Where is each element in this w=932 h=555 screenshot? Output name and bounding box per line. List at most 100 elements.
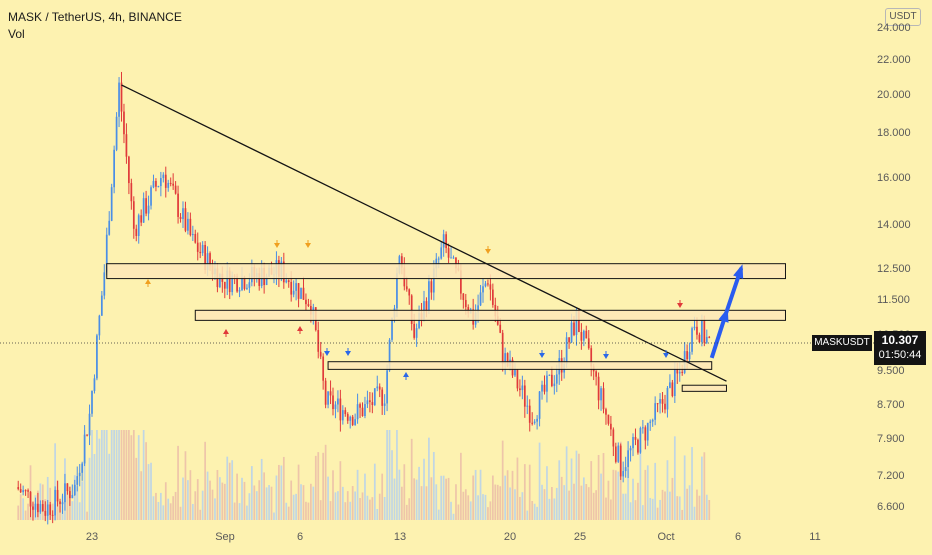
volume-bar <box>612 469 615 520</box>
candle-body <box>607 414 610 424</box>
candle-body <box>391 317 393 340</box>
candle-body <box>528 405 531 423</box>
candle-body <box>346 414 349 421</box>
candle-body <box>373 388 376 405</box>
volume-bar <box>236 473 238 520</box>
volume-bar <box>209 480 211 520</box>
volume-bar <box>381 473 384 520</box>
volume-bar <box>201 490 204 520</box>
candle-body <box>676 369 679 374</box>
volume-bar <box>24 510 27 520</box>
candle-body <box>629 448 632 451</box>
candle-body <box>78 472 81 477</box>
volume-bar <box>174 491 177 520</box>
candle-body <box>649 421 652 423</box>
volume-bar <box>487 507 489 520</box>
price-tick-label: 7.900 <box>877 433 905 445</box>
volume-bar <box>484 494 487 520</box>
candle-body <box>376 386 379 389</box>
volume-bar <box>595 490 597 520</box>
candle-body <box>666 387 669 410</box>
candle-body <box>132 201 135 229</box>
volume-indicator-label[interactable]: Vol <box>8 27 25 41</box>
candle-body <box>246 287 248 289</box>
bar-countdown: 01:50:44 <box>878 349 922 361</box>
candle-body <box>17 487 20 490</box>
candle-body <box>81 463 84 473</box>
candle-body <box>265 276 268 286</box>
volume-bar <box>405 504 408 520</box>
currency-button[interactable]: USDT <box>885 8 921 26</box>
candle-body <box>673 369 676 397</box>
volume-bar <box>474 469 477 520</box>
volume-bar <box>162 505 165 520</box>
candle-body <box>430 281 433 293</box>
candle-body <box>531 422 534 424</box>
volume-bar <box>100 430 103 520</box>
candle-body <box>201 244 204 254</box>
volume-bar <box>590 461 593 520</box>
candle-body <box>189 218 192 236</box>
candle-body <box>688 351 691 360</box>
candle-body <box>482 286 484 293</box>
candle-body <box>174 185 177 194</box>
volume-bar <box>231 460 234 520</box>
candle-body <box>196 242 199 252</box>
volume-bar <box>445 478 447 520</box>
candle-body <box>487 283 489 285</box>
volume-bar <box>125 430 128 520</box>
time-tick-label: Sep <box>215 531 235 543</box>
volume-bar <box>196 479 199 520</box>
volume-bar <box>673 436 676 520</box>
candle-body <box>386 370 388 404</box>
candle-body <box>123 111 125 135</box>
volume-bar <box>135 457 138 520</box>
candle-body <box>491 289 494 305</box>
candle-body <box>526 405 529 407</box>
candle-body <box>408 289 411 296</box>
candle-body <box>29 491 32 507</box>
candle-body <box>450 257 452 259</box>
volume-bar <box>46 476 49 520</box>
candle-body <box>651 419 654 422</box>
candle-body <box>432 268 435 293</box>
volume-bar <box>489 501 492 520</box>
candle-body <box>516 369 519 389</box>
volume-bar <box>103 430 106 520</box>
volume-bar <box>164 482 167 520</box>
volume-bar <box>435 484 438 520</box>
candle-body <box>339 398 342 421</box>
volume-bar <box>152 496 155 520</box>
volume-bar <box>123 430 125 520</box>
volume-bar <box>71 501 74 520</box>
volume-bar <box>285 502 288 520</box>
volume-bar <box>676 496 679 520</box>
candle-body <box>641 427 644 429</box>
candle-body <box>302 287 305 300</box>
volume-bar <box>113 430 115 520</box>
symbol-title[interactable]: MASK / TetherUS, 4h, BINANCE <box>8 10 182 24</box>
volume-bar <box>705 494 708 520</box>
price-tick-label: 14.000 <box>877 219 911 231</box>
time-tick-label: 6 <box>734 531 742 543</box>
volume-bar <box>184 451 187 520</box>
candle-body <box>71 494 74 499</box>
candle-body <box>359 404 361 408</box>
volume-bar <box>189 470 192 520</box>
candle-body <box>105 234 108 273</box>
candle-body <box>305 299 307 305</box>
volume-bar <box>378 493 381 520</box>
candle-body <box>597 376 600 401</box>
volume-bar <box>393 478 396 520</box>
price-tick-label: 24.000 <box>877 22 911 34</box>
projection-arrow-head <box>733 264 744 279</box>
candle-body <box>371 402 374 405</box>
candle-body <box>605 409 607 415</box>
candle-body <box>290 281 293 295</box>
time-tick-label: 20 <box>503 531 517 543</box>
candle-body <box>349 416 352 421</box>
volume-bar <box>619 441 622 520</box>
volume-bar <box>307 502 310 520</box>
